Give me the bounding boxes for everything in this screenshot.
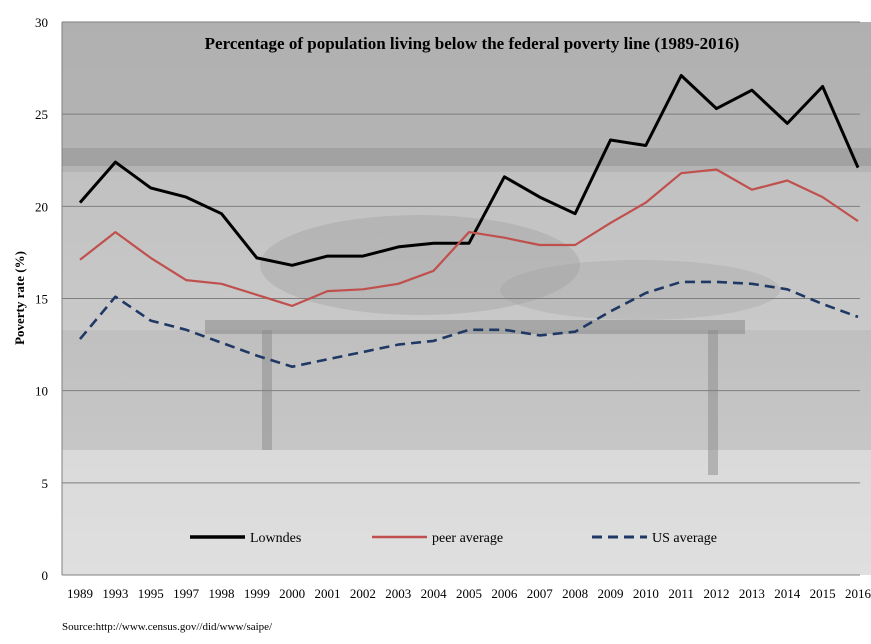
x-tick-label: 1998: [208, 586, 234, 601]
chart-title: Percentage of population living below th…: [205, 34, 740, 53]
y-tick-label: 0: [42, 568, 49, 583]
x-tick-label: 2010: [633, 586, 659, 601]
y-tick-label: 5: [42, 476, 49, 491]
x-tick-label: 2001: [315, 586, 341, 601]
x-tick-label: 2016: [845, 586, 871, 601]
x-tick-label: 2012: [704, 586, 730, 601]
x-tick-label: 2006: [491, 586, 518, 601]
y-tick-label: 15: [35, 292, 48, 307]
x-tick-label: 2013: [739, 586, 765, 601]
x-tick-label: 2003: [385, 586, 411, 601]
y-tick-label: 20: [35, 199, 48, 214]
y-tick-label: 10: [35, 384, 48, 399]
x-tick-label: 1995: [138, 586, 164, 601]
series-line-peer-average: [79, 168, 859, 307]
x-tick-label: 2014: [774, 586, 801, 601]
x-tick-label: 2002: [350, 586, 376, 601]
source-note: Source:http://www.census.gov//did/www/sa…: [62, 621, 273, 633]
x-tick-label: 2004: [421, 586, 448, 601]
x-tick-label: 2005: [456, 586, 482, 601]
x-tick-label: 1989: [67, 586, 93, 601]
x-tick-label: 2009: [597, 586, 623, 601]
x-tick-label: 1997: [173, 586, 200, 601]
legend: Lowndes peer average US average: [190, 531, 717, 546]
x-tick-label: 2007: [527, 586, 554, 601]
x-tick-label: 1999: [244, 586, 270, 601]
legend-label: peer average: [432, 531, 503, 546]
series-line-lowndes: [78, 74, 860, 267]
x-tick-label: 2011: [668, 586, 694, 601]
x-tick-label: 2008: [562, 586, 588, 601]
x-tick-label: 1993: [102, 586, 128, 601]
x-tick-label: 2015: [810, 586, 836, 601]
y-tick-label: 25: [35, 107, 48, 122]
legend-label: Lowndes: [250, 531, 301, 546]
legend-label: US average: [652, 531, 717, 546]
x-tick-label: 2000: [279, 586, 305, 601]
y-axis-label: Poverty rate (%): [12, 251, 27, 345]
y-tick-label: 30: [35, 15, 48, 30]
